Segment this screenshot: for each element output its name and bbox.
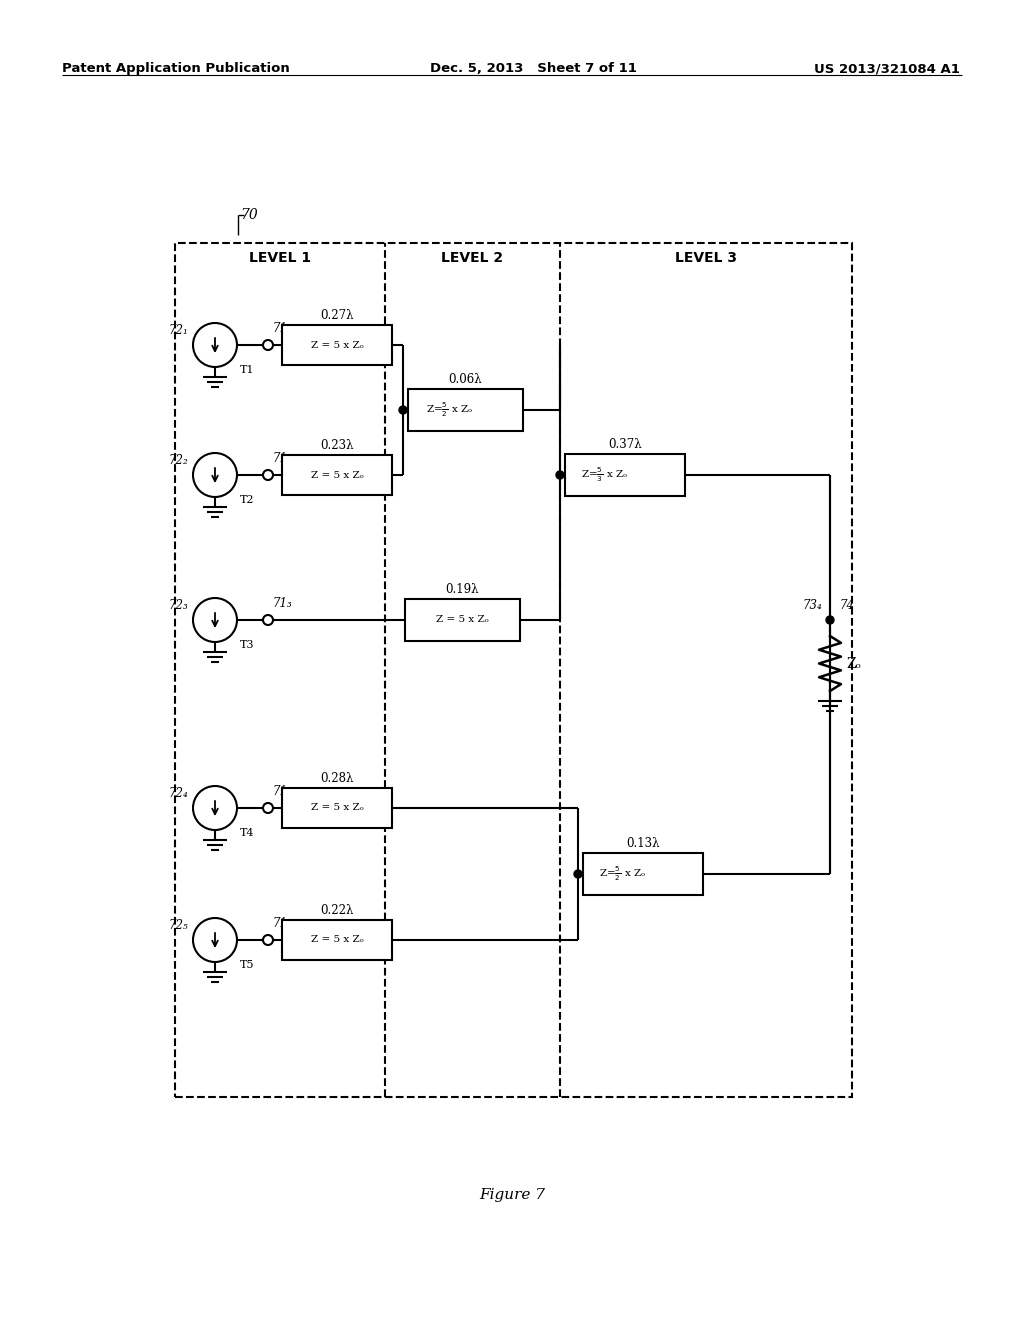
Bar [282,455,392,495]
Text: 0.22λ: 0.22λ [321,904,353,917]
Text: Figure 7: Figure 7 [479,1188,545,1203]
Text: Z = 5 x Zₒ: Z = 5 x Zₒ [310,341,364,350]
Text: 73₄: 73₄ [802,599,822,612]
Circle shape [263,803,273,813]
Text: 0.19λ: 0.19λ [445,583,479,597]
Text: Z = 5 x Zₒ: Z = 5 x Zₒ [310,936,364,945]
Bar [282,788,392,828]
Text: Z = 5 x Zₒ: Z = 5 x Zₒ [310,470,364,479]
Text: Z=$\frac{5}{2}$ x Zₒ: Z=$\frac{5}{2}$ x Zₒ [599,865,646,883]
Circle shape [263,615,273,624]
Text: T3: T3 [240,640,255,649]
Bar [565,454,685,496]
Bar [583,853,703,895]
Circle shape [556,471,564,479]
Text: 0.13λ: 0.13λ [627,837,659,850]
Circle shape [263,341,273,350]
Circle shape [574,870,582,878]
Text: Z = 5 x Zₒ: Z = 5 x Zₒ [310,804,364,813]
Text: 74: 74 [840,599,855,612]
Text: 0.23λ: 0.23λ [321,440,354,451]
Text: 72₅: 72₅ [168,919,188,932]
Bar [406,599,520,642]
Circle shape [263,470,273,480]
Circle shape [826,616,834,624]
Text: 72₄: 72₄ [168,787,188,800]
Text: Zₒ: Zₒ [846,656,861,671]
Text: 71₂: 71₂ [273,451,293,465]
Bar [282,920,392,960]
Text: 71₃: 71₃ [273,597,293,610]
Text: 71₄: 71₄ [273,785,293,799]
Text: Z=$\frac{5}{3}$ x Zₒ: Z=$\frac{5}{3}$ x Zₒ [581,466,628,484]
Circle shape [193,917,237,962]
Text: 73₂: 73₂ [565,455,585,469]
Text: 72₁: 72₁ [168,323,188,337]
Text: 70: 70 [240,209,258,222]
Text: T2: T2 [240,495,255,506]
Text: T1: T1 [240,366,255,375]
Circle shape [263,935,273,945]
Text: 73₃: 73₃ [582,855,602,869]
Circle shape [193,323,237,367]
Text: LEVEL 1: LEVEL 1 [249,251,311,265]
Text: T4: T4 [240,828,255,838]
Text: 72₂: 72₂ [168,454,188,467]
Text: US 2013/321084 A1: US 2013/321084 A1 [814,62,961,75]
Text: Z = 5 x Zₒ: Z = 5 x Zₒ [436,615,488,624]
Text: Patent Application Publication: Patent Application Publication [62,62,290,75]
Text: 0.06λ: 0.06λ [449,374,482,385]
Bar [408,389,523,432]
Bar [175,243,852,1097]
Text: 0.37λ: 0.37λ [608,438,642,451]
Circle shape [399,407,407,414]
Text: Z=$\frac{5}{2}$ x Zₒ: Z=$\frac{5}{2}$ x Zₒ [426,401,473,420]
Text: 0.27λ: 0.27λ [321,309,354,322]
Circle shape [193,598,237,642]
Bar [282,325,392,366]
Text: 72₃: 72₃ [168,599,188,612]
Text: 71₁: 71₁ [273,322,293,335]
Text: 71₅: 71₅ [273,917,293,931]
Circle shape [193,785,237,830]
Text: LEVEL 3: LEVEL 3 [675,251,737,265]
Text: T5: T5 [240,960,255,970]
Text: LEVEL 2: LEVEL 2 [441,251,504,265]
Text: 0.28λ: 0.28λ [321,772,353,785]
Text: 73₁: 73₁ [407,391,427,404]
Text: Dec. 5, 2013   Sheet 7 of 11: Dec. 5, 2013 Sheet 7 of 11 [430,62,637,75]
Circle shape [193,453,237,498]
